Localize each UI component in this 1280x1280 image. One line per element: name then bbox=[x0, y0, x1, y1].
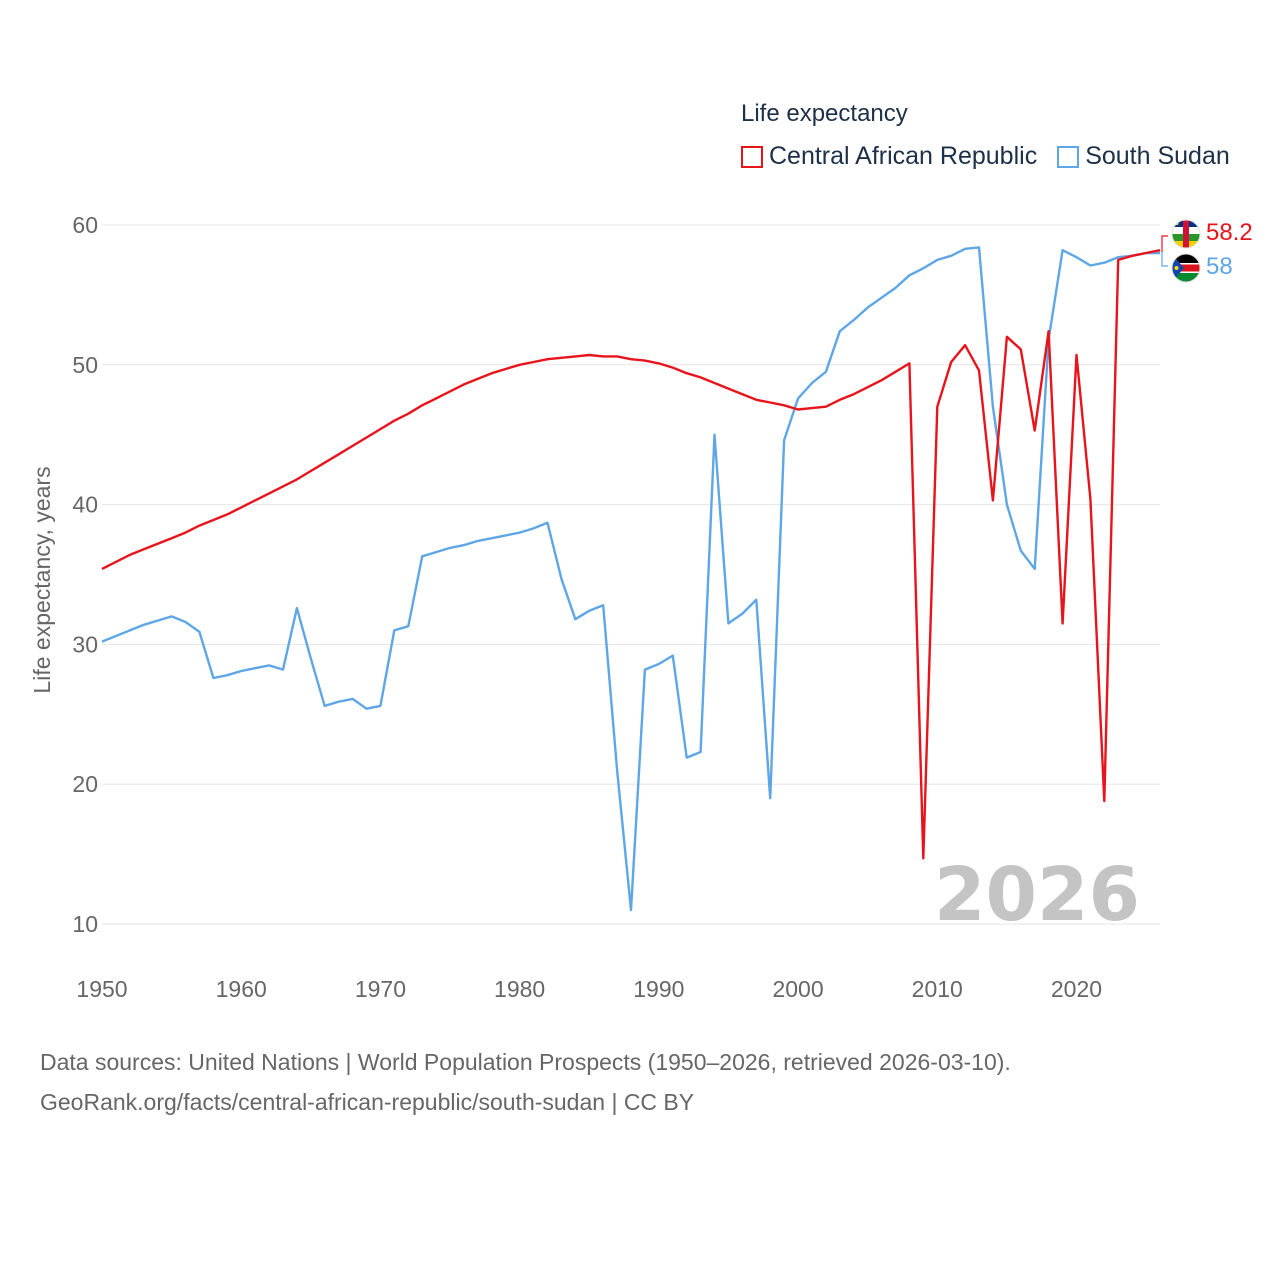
y-axis-label: Life expectancy, years bbox=[29, 466, 55, 693]
series-line-south-sudan[interactable] bbox=[101, 246, 1160, 912]
y-tick-label: 50 bbox=[72, 352, 98, 378]
legend-item-central-african-republic[interactable]: Central African Republic bbox=[741, 142, 1037, 171]
x-tick-label: 2020 bbox=[1051, 976, 1102, 1002]
end-markers: 58.2 58 bbox=[1161, 219, 1253, 283]
legend-title: Life expectancy bbox=[741, 100, 908, 127]
grid-lines bbox=[102, 224, 1160, 925]
ss-end-value: 58 bbox=[1206, 253, 1233, 280]
y-tick-label: 30 bbox=[72, 631, 98, 657]
legend: Central African Republic South Sudan bbox=[741, 142, 1250, 171]
series-lines bbox=[101, 246, 1161, 912]
x-axis-ticks: 1950 1960 1970 1980 1990 2000 2010 2020 bbox=[76, 976, 1102, 1002]
y-tick-label: 60 bbox=[72, 212, 98, 238]
y-tick-label: 40 bbox=[72, 492, 98, 518]
data-sources: Data sources: United Nations | World Pop… bbox=[40, 1042, 1011, 1122]
south-sudan-flag-icon bbox=[1171, 253, 1201, 283]
car-connector-line bbox=[1161, 235, 1168, 252]
x-tick-label: 1950 bbox=[76, 976, 127, 1002]
x-tick-label: 1970 bbox=[355, 976, 406, 1002]
y-tick-label: 10 bbox=[72, 911, 98, 937]
car-end-value: 58.2 bbox=[1206, 219, 1253, 246]
current-year-label: 2026 bbox=[934, 852, 1140, 938]
central-african-republic-flag-icon bbox=[1171, 219, 1201, 249]
y-axis-ticks: 10 20 30 40 50 60 bbox=[72, 212, 98, 937]
sources-line-1: Data sources: United Nations | World Pop… bbox=[40, 1049, 1011, 1075]
legend-swatch-south-sudan bbox=[1057, 145, 1080, 168]
series-line-central-african-republic[interactable] bbox=[101, 249, 1161, 860]
x-tick-label: 2010 bbox=[912, 976, 963, 1002]
x-tick-label: 1990 bbox=[633, 976, 684, 1002]
legend-label-central-african-republic: Central African Republic bbox=[769, 142, 1038, 170]
legend-item-south-sudan[interactable]: South Sudan bbox=[1057, 142, 1230, 171]
y-tick-label: 20 bbox=[72, 771, 98, 797]
legend-swatch-central-african-republic bbox=[741, 145, 763, 168]
x-tick-label: 1960 bbox=[216, 976, 267, 1002]
sources-line-2: GeoRank.org/facts/central-african-republ… bbox=[40, 1089, 695, 1115]
legend-label-south-sudan: South Sudan bbox=[1085, 142, 1230, 170]
x-tick-label: 1980 bbox=[494, 976, 545, 1002]
life-expectancy-chart: 10 20 30 40 50 60 1950 1960 1970 1980 1990 2000 201… bbox=[29, 212, 1253, 1002]
ss-connector-line bbox=[1161, 252, 1168, 267]
x-tick-label: 2000 bbox=[772, 976, 823, 1002]
